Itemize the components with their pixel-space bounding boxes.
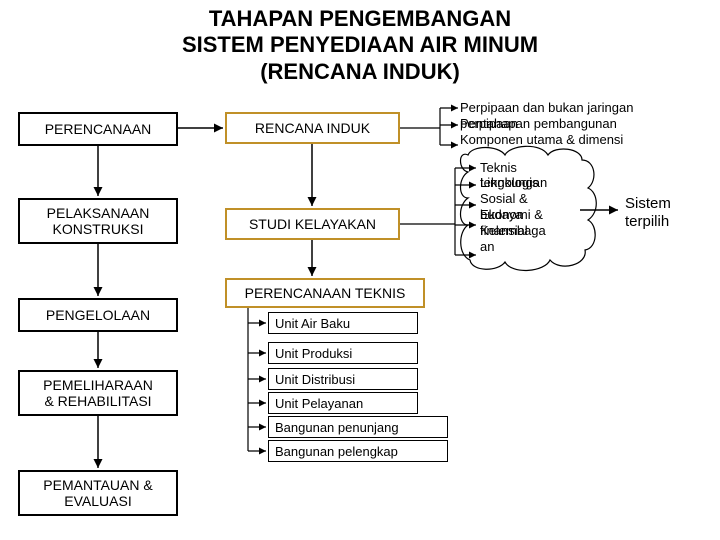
unit-distribusi: Unit Distribusi (268, 368, 418, 390)
box-studi-kelayakan: STUDI KELAYAKAN (225, 208, 400, 240)
box-pengelolaan-label: PENGELOLAAN (46, 307, 150, 323)
rencana-sub-3: Komponen utama & dimensi (460, 132, 710, 148)
output-l1: Sistem (625, 195, 671, 213)
output-l2: terpilih (625, 213, 671, 231)
unit-penunjang: Bangunan penunjang (268, 416, 448, 438)
unit-produksi: Unit Produksi (268, 342, 418, 364)
rencana-sub-1: Perpipaan dan bukan jaringan (460, 100, 710, 116)
rencana-sublist: Perpipaan dan bukan jaringan perpipaan P… (460, 100, 710, 148)
box-pelaksanaan: PELAKSANAAN KONSTRUKSI (18, 198, 178, 244)
unit-pelayanan: Unit Pelayanan (268, 392, 418, 414)
kel-sub-5b: an (480, 239, 650, 254)
unit-pelengkap-label: Bangunan pelengkap (275, 444, 398, 459)
box-pemeliharaan-l2: & REHABILITASI (43, 393, 153, 409)
box-pemeliharaan-l1: PEMELIHARAAN (43, 377, 153, 393)
box-perencanaan: PERENCANAAN (18, 112, 178, 146)
kel-sub-2b: teknologis (480, 175, 539, 190)
box-pemantauan-l1: PEMANTAUAN & (43, 477, 152, 493)
box-perencanaan-label: PERENCANAAN (45, 121, 152, 137)
box-pemeliharaan: PEMELIHARAAN & REHABILITASI (18, 370, 178, 416)
kel-sub-4a: Ekonomi & (480, 207, 543, 222)
box-pelaksanaan-l1: PELAKSANAAN (47, 205, 150, 221)
box-studi-kelayakan-label: STUDI KELAYAKAN (249, 216, 376, 232)
unit-air-baku-label: Unit Air Baku (275, 316, 350, 331)
unit-distribusi-label: Unit Distribusi (275, 372, 355, 387)
unit-produksi-label: Unit Produksi (275, 346, 352, 361)
box-perencanaan-teknis: PERENCANAAN TEKNIS (225, 278, 425, 308)
kel-sub-1: Teknis (480, 160, 650, 175)
unit-penunjang-label: Bangunan penunjang (275, 420, 399, 435)
box-pemantauan: PEMANTAUAN & EVALUASI (18, 470, 178, 516)
page-title: TAHAPAN PENGEMBANGAN SISTEM PENYEDIAAN A… (0, 6, 720, 85)
kel-sub-3a: Sosial & (480, 191, 528, 206)
box-pelaksanaan-l2: KONSTRUKSI (47, 221, 150, 237)
box-rencana-induk-label: RENCANA INDUK (255, 120, 370, 136)
unit-pelayanan-label: Unit Pelayanan (275, 396, 363, 411)
kel-sub-5a: Kelembaga (480, 223, 546, 238)
output-sistem-terpilih: Sistem terpilih (625, 195, 671, 231)
box-pemantauan-l2: EVALUASI (43, 493, 152, 509)
unit-pelengkap: Bangunan pelengkap (268, 440, 448, 462)
rencana-sub-2: Pentahapan pembangunan (460, 116, 617, 132)
box-perencanaan-teknis-label: PERENCANAAN TEKNIS (245, 285, 406, 301)
box-pengelolaan: PENGELOLAAN (18, 298, 178, 332)
unit-air-baku: Unit Air Baku (268, 312, 418, 334)
box-rencana-induk: RENCANA INDUK (225, 112, 400, 144)
